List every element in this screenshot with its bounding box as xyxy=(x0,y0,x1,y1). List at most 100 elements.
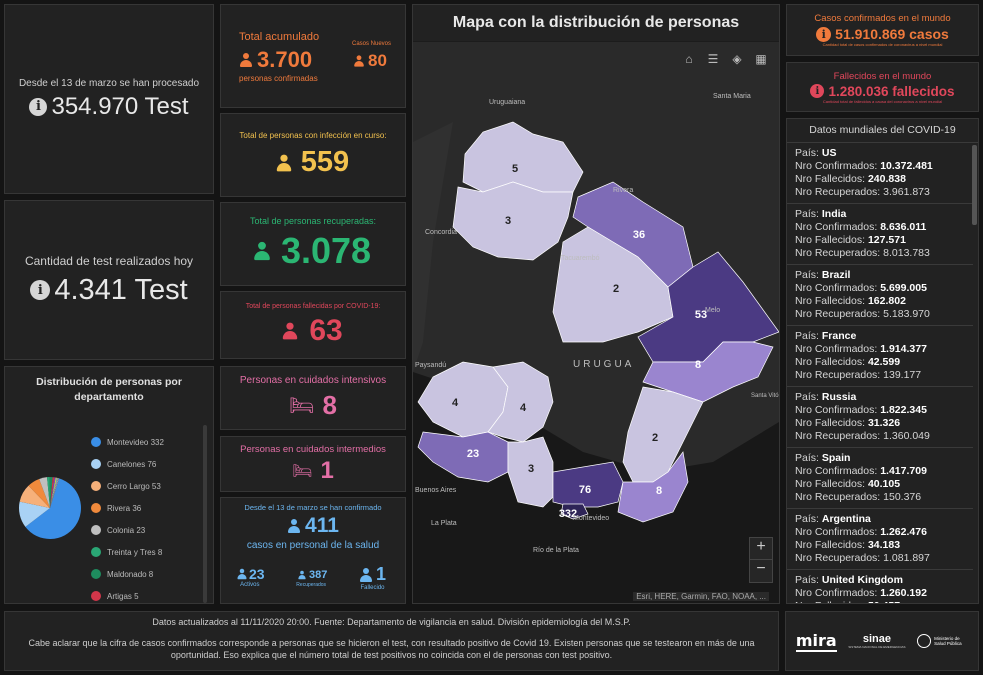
pie-slice[interactable] xyxy=(19,501,50,527)
world-list-field: Nro Confirmados: 1.822.345 xyxy=(795,404,965,417)
world-list-field: Nro Fallecidos: 31.326 xyxy=(795,417,965,430)
bed-icon: 🛏 xyxy=(292,462,313,480)
world-list-item[interactable]: País: US Nro Confirmados: 10.372.481 Nro F… xyxy=(787,143,973,204)
bed-icon: 🛏 xyxy=(289,395,315,417)
world-list-item[interactable]: País: Spain Nro Confirmados: 1.417.709 Nro… xyxy=(787,448,973,509)
department-colonia[interactable] xyxy=(417,431,509,483)
pie-slice[interactable] xyxy=(50,477,57,508)
legend-item[interactable]: Cerro Largo 53 xyxy=(91,477,191,495)
pie-slice[interactable] xyxy=(28,478,50,508)
world-list-field: Nro Confirmados: 10.372.481 xyxy=(795,160,965,173)
legend-item[interactable]: Rivera 36 xyxy=(91,499,191,517)
person-icon xyxy=(237,568,248,580)
active-label: Total de personas con infección en curso… xyxy=(239,131,387,140)
world-list-scrollbar[interactable] xyxy=(972,145,977,225)
world-field-value: 1.081.897 xyxy=(883,552,930,564)
zoom-in-button[interactable]: + xyxy=(750,538,772,560)
place-label: Melo xyxy=(705,307,720,314)
person-icon xyxy=(287,519,301,533)
person-icon xyxy=(253,241,271,261)
world-list-field: Nro Confirmados: 8.636.011 xyxy=(795,221,965,234)
world-field-label: Nro Confirmados: xyxy=(795,343,881,355)
department-value-label: 5 xyxy=(512,163,518,175)
world-field-value: Spain xyxy=(821,452,851,464)
list-icon[interactable]: ☰ xyxy=(707,52,719,66)
world-deaths-panel: Fallecidos en el mundo i 1.280.036 falle… xyxy=(786,62,979,112)
world-field-label: Nro Recuperados: xyxy=(795,308,884,320)
department-value-label: 3 xyxy=(528,463,534,475)
pie-slice[interactable] xyxy=(25,478,81,539)
department-canelones[interactable] xyxy=(552,461,624,508)
world-list-field: Nro Fallecidos: 50.457 xyxy=(795,600,965,603)
world-deaths-value: 1.280.036 fallecidos xyxy=(828,83,955,99)
pie-slice[interactable] xyxy=(49,477,53,508)
world-confirmed-sub: Cantidad total de casos confirmados de c… xyxy=(822,42,943,47)
place-label: Buenos Aires xyxy=(415,487,457,494)
world-list-item[interactable]: País: Brazil Nro Confirmados: 5.699.005 Nr… xyxy=(787,265,973,326)
place-label: Paysandú xyxy=(415,362,446,369)
health-staff-sub: casos en personal de la salud xyxy=(246,540,380,551)
pie-slice[interactable] xyxy=(19,485,50,508)
legend-item[interactable]: Montevideo 332 xyxy=(91,433,191,451)
pie-slice[interactable] xyxy=(39,477,50,508)
legend-label: Rivera 36 xyxy=(107,503,142,513)
pie-slice[interactable] xyxy=(50,478,59,508)
department-salto[interactable] xyxy=(452,181,574,261)
world-list[interactable]: País: US Nro Confirmados: 10.372.481 Nro F… xyxy=(787,143,973,603)
department-artigas[interactable] xyxy=(462,121,584,193)
land-area xyxy=(413,122,453,372)
active-value: 559 xyxy=(300,146,350,178)
legend-item[interactable]: Maldonado 8 xyxy=(91,565,191,583)
world-field-label: Nro Fallecidos: xyxy=(795,356,868,368)
department-treinta-y-tres[interactable] xyxy=(642,341,774,403)
world-list-item[interactable]: País: Russia Nro Confirmados: 1.822.345 Nr… xyxy=(787,387,973,448)
sinae-logo-sub: SISTEMA NACIONAL DE EMERGENCIAS xyxy=(848,645,906,649)
department-montevideo[interactable] xyxy=(560,503,589,520)
world-field-value: 139.177 xyxy=(883,369,922,381)
legend-item[interactable]: Canelones 76 xyxy=(91,455,191,473)
world-list-field: Nro Recuperados: 5.183.970 xyxy=(795,308,965,321)
world-field-value: 3.961.873 xyxy=(883,186,930,198)
world-list-item[interactable]: País: United Kingdom Nro Confirmados: 1.2… xyxy=(787,570,973,603)
pie-slice[interactable] xyxy=(50,478,60,508)
pie-slice[interactable] xyxy=(47,477,50,508)
map-toolbar: ⌂ ☰ ◈ ▦ xyxy=(681,51,769,67)
legend-item[interactable]: Colonia 23 xyxy=(91,521,191,539)
world-list-item[interactable]: País: India Nro Confirmados: 8.636.011 Nro… xyxy=(787,204,973,265)
world-list-item[interactable]: País: France Nro Confirmados: 1.914.377 Nr… xyxy=(787,326,973,387)
legend-scrollbar[interactable] xyxy=(203,425,207,603)
world-field-label: País: xyxy=(795,330,822,342)
legend-item[interactable]: Treinta y Tres 8 xyxy=(91,543,191,561)
world-field-label: País: xyxy=(795,269,822,281)
home-icon[interactable]: ⌂ xyxy=(685,52,693,66)
recuperados-label: Recuperados xyxy=(296,582,327,588)
info-icon: i xyxy=(816,26,832,42)
pie-slice[interactable] xyxy=(50,477,58,508)
distribution-panel: Distribución de personas por departament… xyxy=(4,366,214,604)
world-list-field: País: Brazil xyxy=(795,269,965,282)
recuperados-value: 387 xyxy=(309,569,328,581)
world-list-field: Nro Recuperados: 3.961.873 xyxy=(795,186,965,199)
world-list-item[interactable]: País: Argentina Nro Confirmados: 1.262.47… xyxy=(787,509,973,570)
pie-slice[interactable] xyxy=(50,477,55,508)
tests-today-panel: Cantidad de test realizados hoy i 4.341 … xyxy=(4,200,214,360)
legend-item[interactable]: Artigas 5 xyxy=(91,587,191,603)
place-label: Santa Vitória do Palmar xyxy=(751,393,779,399)
logos-panel: mira sinae SISTEMA NACIONAL DE EMERGENCI… xyxy=(785,611,979,671)
world-field-label: Nro Fallecidos: xyxy=(795,173,868,185)
pie-slice[interactable] xyxy=(50,477,56,508)
zoom-out-button[interactable]: − xyxy=(756,560,766,577)
place-label: La Plata xyxy=(431,520,457,527)
map-attribution[interactable]: Esri, HERE, Garmin, FAO, NOAA, ... xyxy=(633,592,769,601)
department-tacuarembo[interactable] xyxy=(552,226,674,343)
health-fallecido: 1 Fallecido xyxy=(359,564,386,591)
department-value-label: 36 xyxy=(633,229,645,241)
department-maldonado[interactable] xyxy=(617,451,689,523)
world-list-field: Nro Recuperados: 150.376 xyxy=(795,491,965,504)
layers-icon[interactable]: ◈ xyxy=(732,52,742,66)
info-icon: i xyxy=(29,97,48,116)
place-label: Uruguaiana xyxy=(489,99,525,106)
qr-icon[interactable]: ▦ xyxy=(755,52,767,66)
